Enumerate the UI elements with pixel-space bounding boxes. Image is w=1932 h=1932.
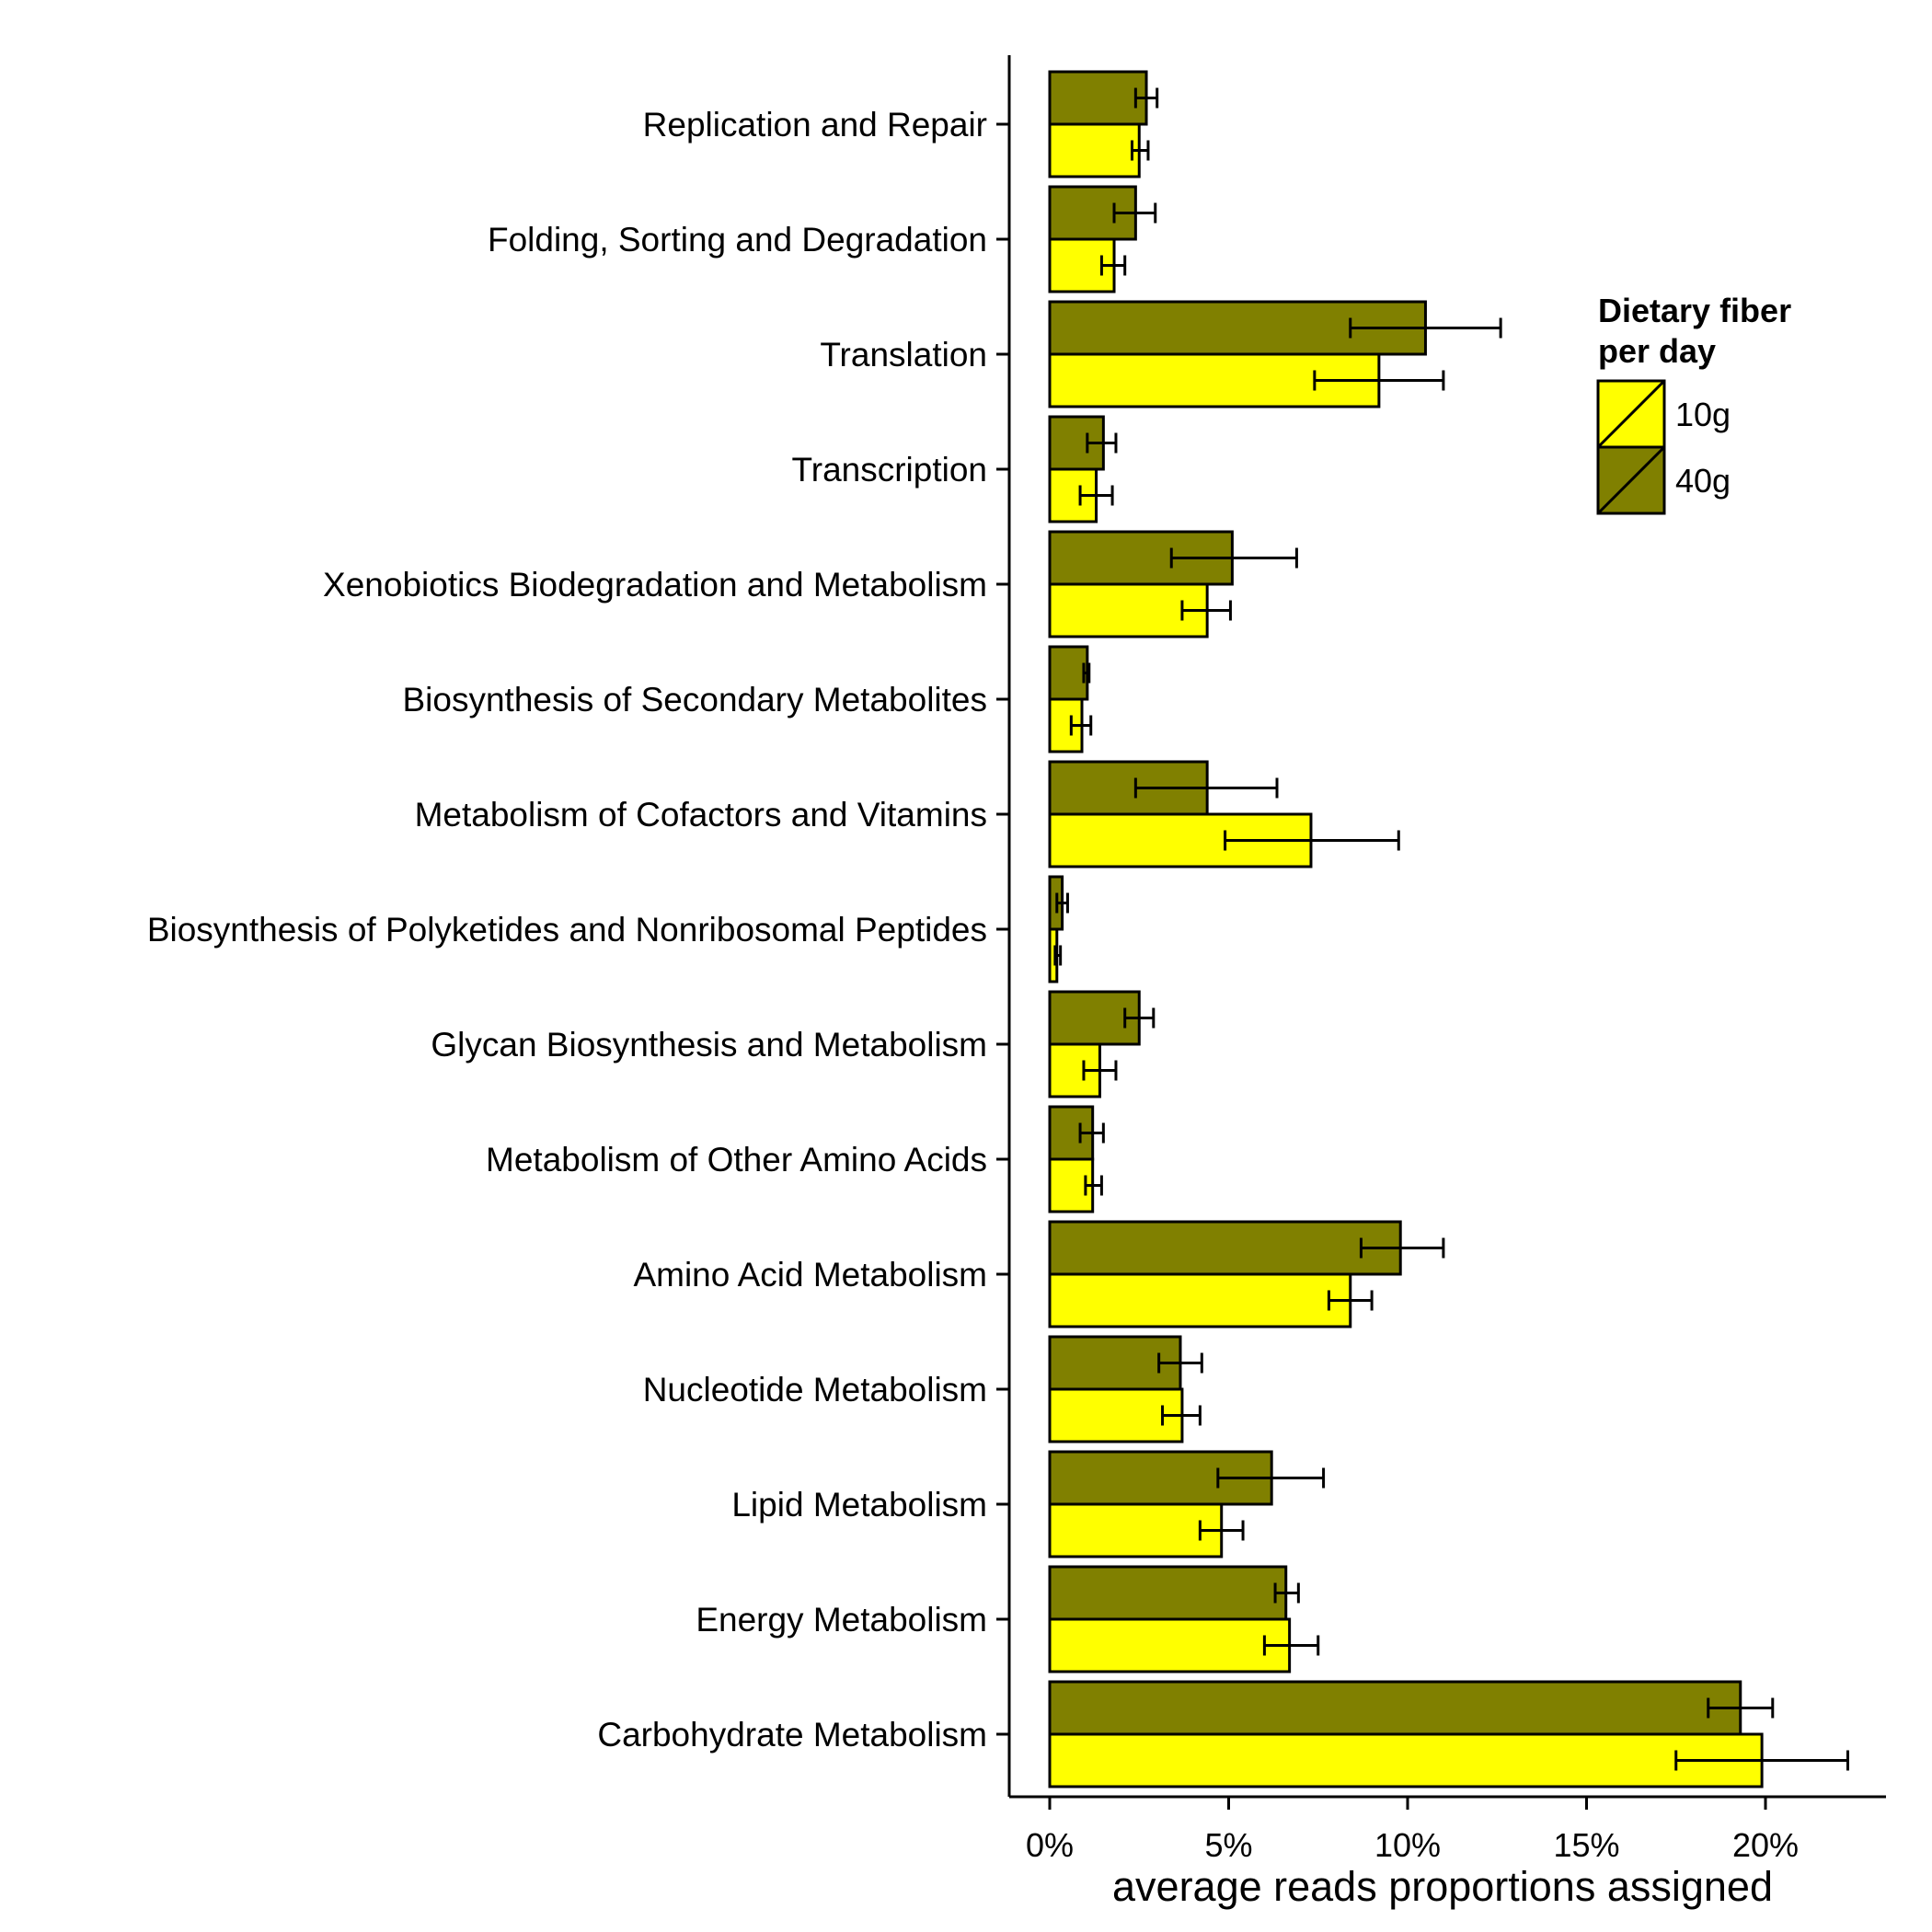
category-label: Glycan Biosynthesis and Metabolism [431, 1026, 987, 1064]
error-bar-40g [1707, 1697, 1775, 1719]
category-label: Xenobiotics Biodegradation and Metabolis… [323, 566, 987, 604]
error-bar-40g [1169, 547, 1298, 569]
error-bar-40g [1078, 1122, 1105, 1144]
error-bar-10g [1180, 600, 1232, 621]
bar-40g [1048, 645, 1089, 701]
error-bar-40g [1349, 317, 1502, 339]
error-bar-10g [1262, 1635, 1320, 1656]
x-tick-label: 0% [1026, 1826, 1074, 1864]
category-label: Replication and Repair [643, 106, 987, 144]
bar-40g [1048, 1565, 1288, 1621]
category-label: Metabolism of Other Amino Acids [486, 1141, 987, 1179]
error-bar-10g [1130, 140, 1150, 161]
error-bar-10g [1224, 830, 1400, 851]
legend-label: 40g [1675, 462, 1731, 500]
legend-title: Dietary fiber [1598, 292, 1791, 329]
error-bar-10g [1161, 1405, 1202, 1426]
error-bar-10g [1674, 1750, 1849, 1771]
category-label: Biosynthesis of Secondary Metabolites [402, 681, 987, 719]
error-bar-10g [1198, 1520, 1245, 1541]
bar-10g [1048, 122, 1141, 178]
error-bar-40g [1082, 662, 1091, 684]
error-bar-40g [1055, 892, 1069, 914]
bar-40g [1048, 70, 1148, 126]
x-axis-title: average reads proportions assigned [1112, 1863, 1773, 1910]
category-label: Energy Metabolism [696, 1601, 987, 1639]
category-label: Transcription [792, 451, 987, 489]
error-bar-10g [1313, 370, 1445, 391]
error-bar-10g [1078, 485, 1114, 506]
error-bar-10g [1084, 1175, 1103, 1196]
error-bar-10g [1099, 255, 1127, 276]
error-bar-40g [1359, 1237, 1445, 1259]
legend-title: per day [1598, 332, 1716, 370]
error-bar-10g [1327, 1290, 1374, 1311]
category-label: Metabolism of Cofactors and Vitamins [415, 796, 987, 834]
category-label: Nucleotide Metabolism [643, 1371, 987, 1409]
category-labels: Replication and Repair Folding, Sorting a… [147, 106, 987, 1754]
x-tick-label: 10% [1374, 1826, 1441, 1864]
x-ticks: 0% 5% 10% 15% 20% [1026, 1797, 1799, 1864]
x-tick-label: 15% [1553, 1826, 1619, 1864]
category-label: Lipid Metabolism [731, 1486, 987, 1524]
x-tick-label: 20% [1732, 1826, 1799, 1864]
error-bar-40g [1123, 1007, 1156, 1029]
error-bar-10g [1082, 1060, 1118, 1081]
category-label: Amino Acid Metabolism [633, 1256, 987, 1294]
error-bar-40g [1086, 432, 1118, 454]
bar-10g [1048, 1617, 1292, 1673]
legend-item-10g: 10g [1596, 379, 1731, 449]
error-bar-10g [1069, 715, 1093, 736]
error-bar-40g [1133, 777, 1279, 799]
x-tick-label: 5% [1204, 1826, 1252, 1864]
category-label: Folding, Sorting and Degradation [488, 221, 987, 259]
bar-10g [1048, 1272, 1352, 1328]
bar-10g [1048, 1502, 1224, 1558]
bar-40g [1048, 1220, 1402, 1276]
error-bar-40g [1157, 1352, 1203, 1374]
bar-10g [1048, 582, 1209, 638]
error-bar-40g [1133, 87, 1159, 109]
bar-10g [1048, 1732, 1764, 1788]
error-bar-40g [1112, 202, 1157, 224]
bars-layer [1048, 70, 1764, 1788]
category-label: Biosynthesis of Polyketides and Nonribos… [147, 911, 987, 949]
axes-layer [996, 55, 1886, 1799]
legend-item-40g: 40g [1596, 445, 1731, 515]
error-bars-layer [1053, 87, 1849, 1771]
legend-label: 10g [1675, 396, 1731, 433]
error-bar-40g [1216, 1467, 1326, 1489]
category-label: Translation [820, 336, 987, 374]
error-bar-40g [1273, 1582, 1300, 1604]
category-label: Carbohydrate Metabolism [597, 1716, 987, 1754]
bar-40g [1048, 1680, 1742, 1736]
error-bar-10g [1053, 945, 1063, 966]
